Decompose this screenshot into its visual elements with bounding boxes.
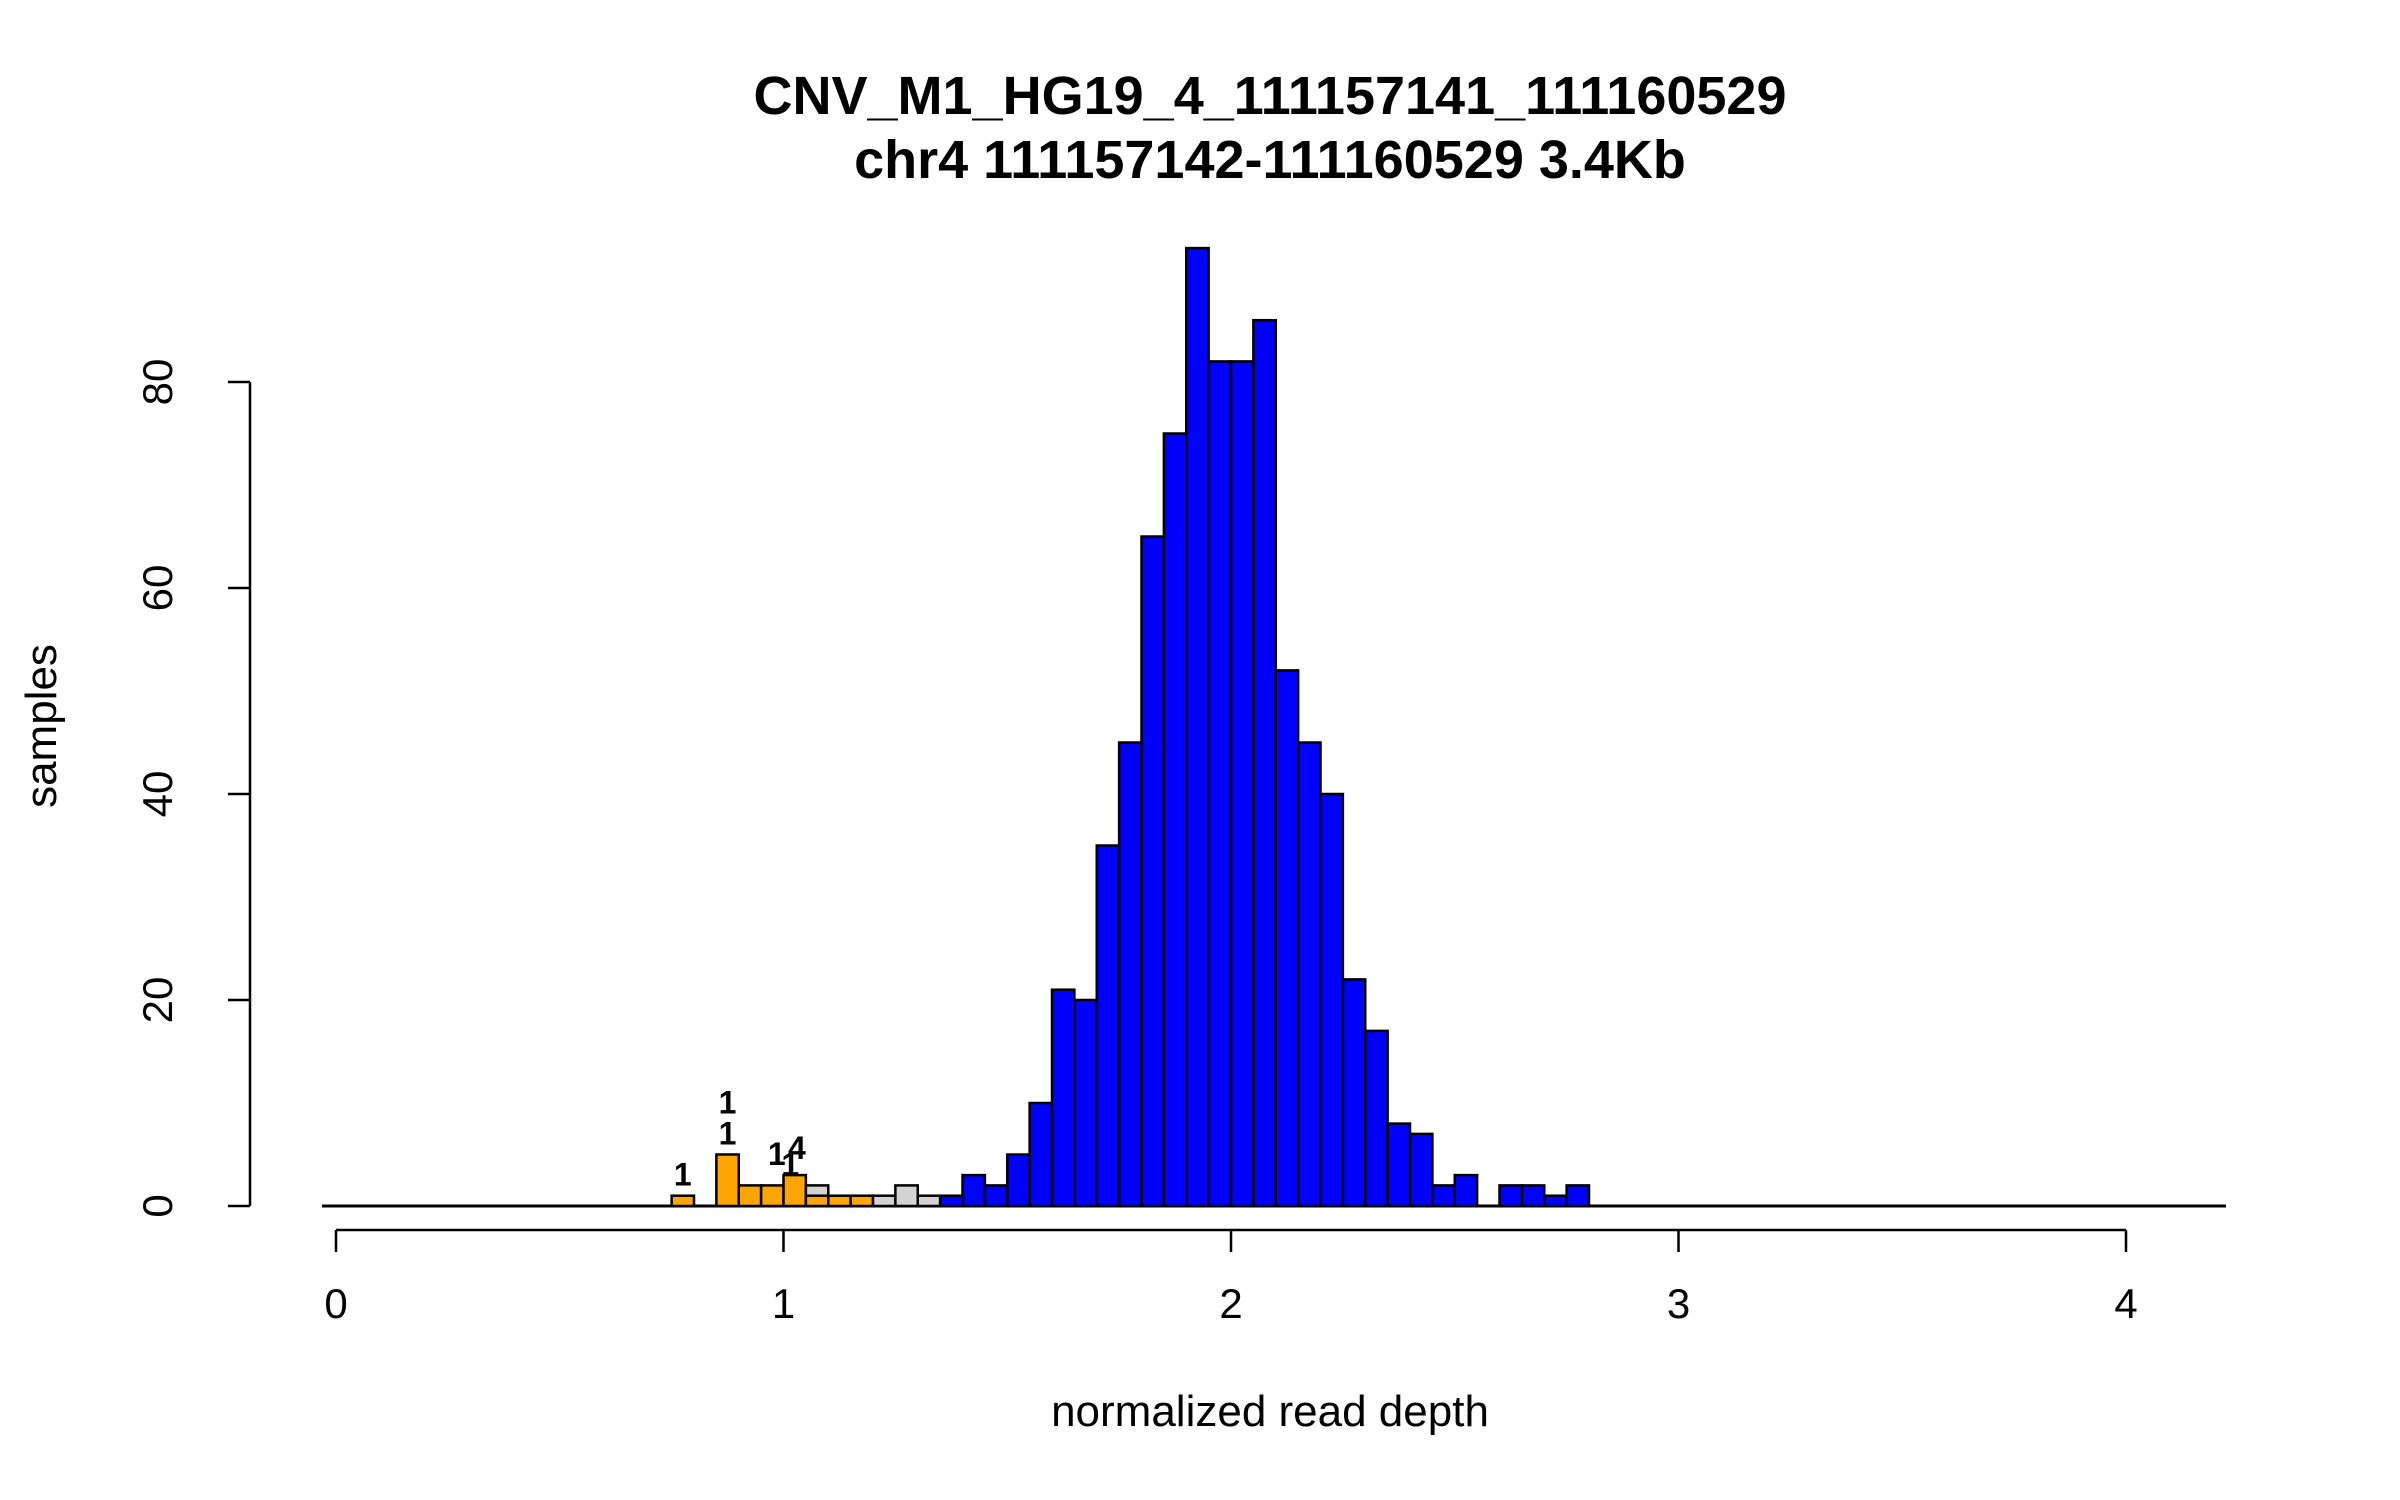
bar-blue [1565, 1184, 1591, 1208]
x-axis-label: normalized read depth [1051, 1387, 1489, 1436]
x-axis: 0 1 2 3 4 [324, 1228, 2138, 1327]
bar-blue [1185, 246, 1210, 1208]
y-tick-label: 40 [134, 771, 181, 818]
chart-subtitle: chr4 111157142-111160529 3.4Kb [854, 130, 1686, 190]
bar-orange [849, 1194, 875, 1208]
bar-grey [871, 1194, 897, 1208]
bar-blue [1408, 1132, 1434, 1208]
bar-orange [804, 1194, 830, 1208]
bar-count-label: 1 [719, 1085, 737, 1121]
y-tick-label: 20 [134, 977, 181, 1024]
bar-count-label: 1 [674, 1157, 692, 1193]
bar-blue [1453, 1173, 1479, 1208]
x-tick-label: 0 [324, 1280, 347, 1327]
bar-blue [961, 1173, 987, 1208]
bar-count-label: 1 [781, 1146, 799, 1182]
bar-blue [1364, 1029, 1389, 1208]
bar-blue [1207, 360, 1233, 1208]
bar-orange [737, 1184, 763, 1208]
bar-blue [1341, 978, 1367, 1208]
bar-grey [894, 1184, 920, 1208]
bar-blue [1252, 318, 1278, 1208]
y-tick-label: 60 [134, 565, 181, 612]
bar-blue [1431, 1184, 1457, 1208]
bar-blue [1543, 1194, 1568, 1208]
bar-group [322, 246, 2226, 1208]
bar-orange [827, 1194, 852, 1208]
x-tick-label: 1 [772, 1280, 795, 1327]
bar-blue [1229, 360, 1255, 1208]
bar-blue [1162, 432, 1188, 1208]
x-tick-label: 4 [2114, 1280, 2137, 1327]
bar-blue [1006, 1153, 1031, 1208]
bar-blue [1117, 741, 1143, 1208]
x-tick-label: 2 [1219, 1280, 1242, 1327]
bar-orange [759, 1184, 785, 1208]
y-axis: 0 20 40 60 80 [134, 359, 252, 1218]
y-tick-label: 80 [134, 359, 181, 406]
bar-blue [1028, 1101, 1054, 1208]
y-tick-label: 0 [134, 1194, 181, 1217]
bar-blue [1073, 998, 1099, 1208]
x-tick-label: 3 [1667, 1280, 1690, 1327]
bar-count-label: 1 [768, 1136, 786, 1172]
bar-blue [1498, 1184, 1524, 1208]
bar-blue [1274, 669, 1300, 1208]
bar-blue [1296, 741, 1322, 1208]
bar-blue [1140, 535, 1166, 1208]
bar-blue [1050, 988, 1076, 1208]
bar-blue [938, 1194, 964, 1208]
y-axis-label: samples [17, 644, 66, 808]
bar-blue [983, 1184, 1009, 1208]
bar-blue [1386, 1122, 1412, 1208]
bar-blue [1319, 792, 1345, 1208]
bar-blue [1520, 1184, 1546, 1208]
bar-orange [715, 1153, 741, 1208]
bar-grey [916, 1194, 942, 1208]
bar-blue [1095, 844, 1121, 1208]
bar-orange [670, 1194, 696, 1208]
bar-count-label: 1 [719, 1116, 737, 1152]
chart-title: CNV_M1_HG19_4_111157141_111160529 [754, 66, 1787, 126]
bar-count-label: 4 [788, 1130, 806, 1166]
